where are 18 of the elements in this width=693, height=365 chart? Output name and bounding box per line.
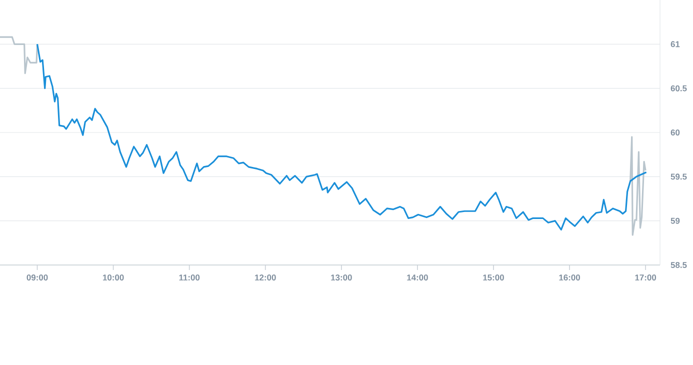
x-tick-label: 13:00 [331,274,352,281]
x-tick-label: 17:00 [635,274,656,281]
x-tick-label: 14:00 [407,274,428,281]
line-series [36,43,648,230]
line-series [0,36,38,74]
y-tick-label: 58.5 [670,262,687,268]
x-tick-label: 11:00 [179,274,200,281]
y-tick-label: 60 [670,130,680,136]
x-tick-label: 12:00 [255,274,276,281]
x-tick-label: 16:00 [559,274,580,281]
y-tick-label: 61 [670,41,680,48]
y-tick-label: 60.5 [670,85,687,92]
x-tick-label: 15:00 [483,274,504,281]
y-tick-label: 59 [670,218,680,224]
x-tick-label: 09:00 [26,274,48,281]
y-tick-label: 59.5 [670,174,687,180]
line-series [630,136,646,236]
x-tick-label: 10:00 [102,274,124,281]
